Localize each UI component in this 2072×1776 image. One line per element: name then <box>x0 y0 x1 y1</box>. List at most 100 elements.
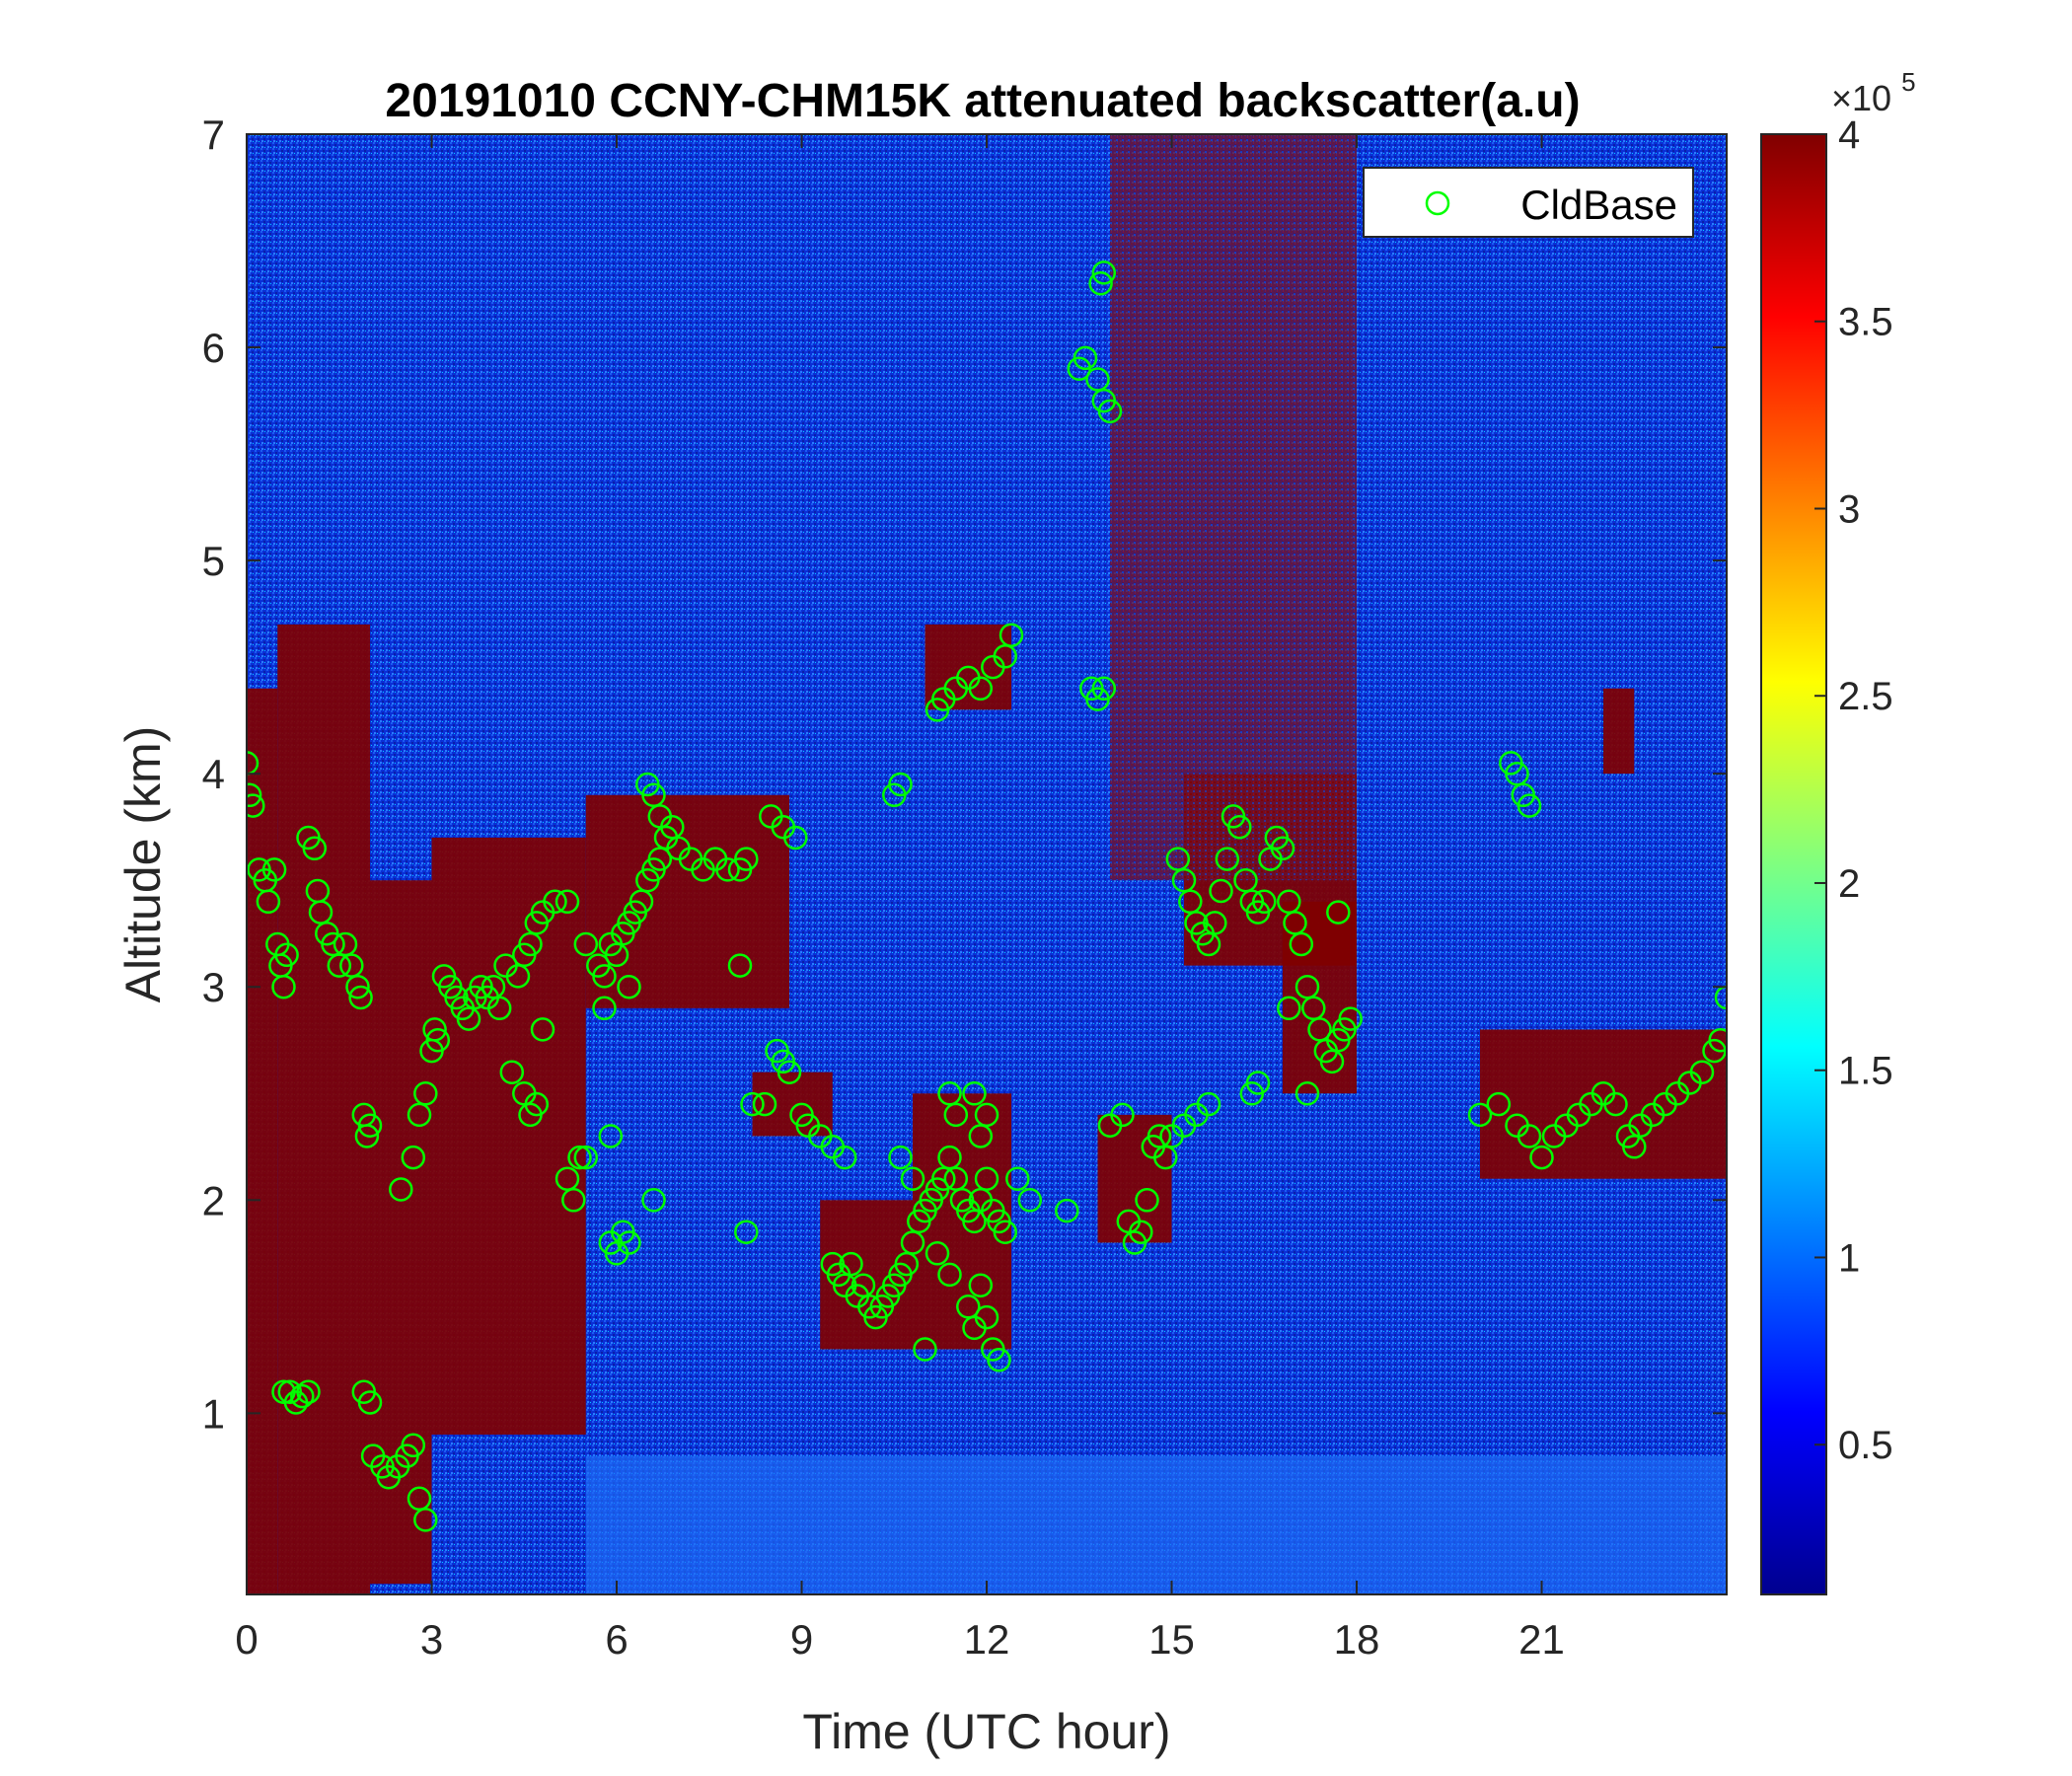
cloud-region <box>370 880 432 1585</box>
cloud-base-point <box>1233 867 1258 893</box>
cloud-base-point <box>1517 793 1542 818</box>
legend-label: CldBase <box>1520 182 1677 228</box>
cloud-base-point <box>937 1262 962 1288</box>
cloud-base-points <box>247 260 1727 1532</box>
y-tick-label: 1 <box>202 1390 225 1437</box>
cloud-base-point <box>888 1145 913 1170</box>
y-tick-label: 3 <box>202 964 225 1010</box>
cloud-base-point <box>617 974 641 999</box>
cloud-base-point <box>943 1102 969 1128</box>
cloud-region <box>277 624 370 1594</box>
cloud-base-point <box>256 889 281 915</box>
cloud-base-point <box>1147 1124 1172 1148</box>
x-tick-label: 6 <box>605 1616 628 1663</box>
cloud-base-point <box>1517 1124 1542 1148</box>
cloud-base-point <box>1091 676 1117 702</box>
cloud-base-point <box>913 1337 937 1362</box>
colorbar-tick-label: 3 <box>1838 487 1860 531</box>
cloud-base-point <box>740 1091 765 1117</box>
cloud-base-point <box>573 1145 599 1170</box>
cloud-base-point <box>974 1102 999 1128</box>
legend: CldBase <box>1363 167 1694 238</box>
cloud-base-point <box>1505 761 1529 786</box>
cloud-region <box>1603 688 1635 775</box>
cloud-base-point <box>1338 1006 1363 1031</box>
x-tick-label: 21 <box>1518 1616 1565 1663</box>
cloud-base-point <box>851 1273 876 1297</box>
x-tick-label: 0 <box>235 1616 258 1663</box>
x-tick-label: 15 <box>1148 1616 1195 1663</box>
colorbar-tick-label: 1 <box>1838 1236 1860 1280</box>
cloud-base-point <box>629 889 654 915</box>
cloud-base-point <box>962 1209 987 1234</box>
cloud-base-point <box>1295 974 1320 999</box>
cloud-base-point <box>1203 911 1227 935</box>
cloud-base-point <box>1215 847 1240 871</box>
x-tick-label: 18 <box>1334 1616 1380 1663</box>
cloud-base-point <box>1486 1091 1512 1117</box>
x-tick-label: 9 <box>790 1616 813 1663</box>
cloud-base-point <box>296 1379 321 1404</box>
cloud-base-point <box>1085 367 1110 392</box>
cloud-base-point <box>339 953 364 978</box>
cloud-base-point <box>956 1295 981 1319</box>
cloud-base-point <box>734 1220 759 1244</box>
cloud-base-point <box>900 1166 925 1191</box>
cloud-base-point <box>333 931 358 957</box>
colorbar-gradient <box>1760 133 1827 1595</box>
cloud-base-point <box>993 1220 1018 1244</box>
cloud-base-point <box>401 1433 426 1458</box>
cloud-base-point <box>247 782 262 808</box>
cloud-base-point <box>993 644 1018 669</box>
cloud-base-point <box>641 1188 666 1213</box>
cloud-base-point <box>261 857 287 882</box>
cloud-base-point <box>401 1145 426 1170</box>
cloud-base-point <box>1307 1017 1332 1042</box>
cloud-base-point <box>777 1060 802 1084</box>
cloud-base-point <box>604 942 629 968</box>
cloud-base-point <box>1277 996 1301 1021</box>
x-tick-label: 3 <box>420 1616 443 1663</box>
cloud-base-point <box>617 1230 641 1255</box>
cloud-base-point <box>727 953 753 978</box>
cloud-base-point <box>839 1251 863 1277</box>
cloud-base-point <box>345 974 370 999</box>
cloud-base-point <box>321 931 345 957</box>
cloud-base-point <box>1017 1188 1043 1213</box>
colorbar-ticks: 0.5 1 1.5 2 2.5 3 3.5 4 <box>1814 113 1893 1467</box>
cloud-base-point <box>348 985 373 1010</box>
cloud-base-point <box>271 974 296 999</box>
cloud-base-point <box>407 1486 432 1512</box>
cloud-base-point <box>456 1006 481 1031</box>
cloud-base-point <box>1135 1188 1159 1213</box>
cloud-base-point <box>1209 878 1233 904</box>
colorbar-tick-label: 3.5 <box>1838 301 1893 344</box>
cloud-base-point <box>422 1017 447 1042</box>
cloud-base-point <box>1689 1060 1715 1084</box>
cloud-base-point <box>1714 985 1727 1010</box>
cloud-base-point <box>647 847 673 871</box>
cloud-base-point <box>752 1091 777 1117</box>
cloud-base-point <box>1005 1166 1030 1191</box>
cloud-base-point <box>894 1251 920 1277</box>
cloud-base-point <box>274 942 299 968</box>
cloud-base-point <box>999 623 1024 647</box>
clear-low-layer <box>585 1455 1727 1594</box>
cloud-base-point <box>592 964 617 989</box>
cloud-base-point <box>1622 1135 1647 1159</box>
cloud-base-point <box>1277 889 1301 915</box>
y-tick-label: 6 <box>202 325 225 371</box>
cloud-base-point <box>962 1081 987 1106</box>
y-tick-label: 7 <box>202 111 225 158</box>
y-axis-label: Altitude (km) <box>115 726 171 1003</box>
cloud-base-point <box>518 931 543 957</box>
cloud-base-point <box>647 804 673 829</box>
cloud-base-point <box>598 1124 624 1148</box>
cloud-base-point <box>1165 847 1191 871</box>
cloud-base-point <box>413 1081 438 1106</box>
y-tick-label: 2 <box>202 1177 225 1223</box>
cloud-base-point <box>1245 1071 1271 1095</box>
cloud-base-point <box>734 847 759 871</box>
cloud-base-point <box>1110 1102 1135 1128</box>
